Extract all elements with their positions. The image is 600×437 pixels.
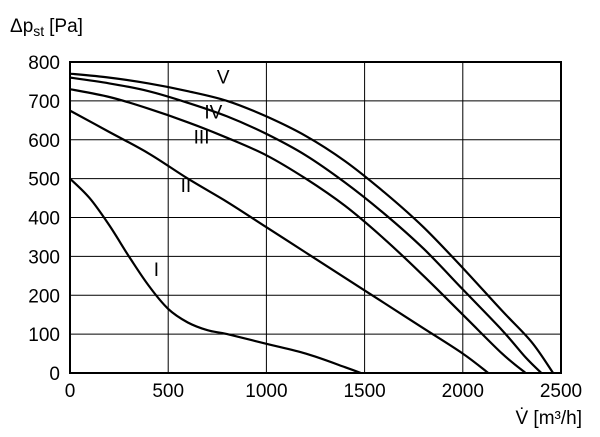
curve-v — [69, 72, 555, 374]
curve-iii — [69, 88, 527, 374]
y-axis-subscript: st — [33, 23, 44, 39]
x-tick-label: 500 — [152, 381, 184, 402]
curve-ii — [69, 109, 489, 374]
y-tick-label: 600 — [28, 131, 60, 152]
y-tick-label: 200 — [28, 286, 60, 307]
y-tick-label: 400 — [28, 209, 60, 230]
curve-label-iii: III — [194, 128, 210, 149]
curve-i — [69, 177, 362, 375]
grid-lines — [69, 61, 562, 374]
y-axis-title: Δpst [Pa] — [10, 16, 83, 39]
y-tick-label: 300 — [28, 247, 60, 268]
x-tick-label: 2500 — [540, 381, 582, 402]
curves — [69, 72, 555, 375]
curve-label-ii: II — [181, 176, 192, 197]
y-tick-label: 800 — [28, 53, 60, 74]
x-tick-label: 2000 — [442, 381, 484, 402]
tick-labels: 0 500 1000 1500 2000 2500 0 100 200 300 400 500 600 7… — [28, 53, 582, 402]
y-tick-label: 500 — [28, 170, 60, 191]
y-axis-unit: [Pa] — [49, 16, 83, 37]
curve-label-i: I — [154, 260, 159, 281]
y-tick-label: 100 — [28, 325, 60, 346]
curve-iv — [69, 76, 543, 374]
y-axis-symbol: Δp — [10, 16, 33, 37]
x-axis-title: V̇ [m³/h] — [515, 408, 582, 429]
x-tick-label: 0 — [65, 381, 76, 402]
plot-frame — [69, 61, 562, 374]
curve-label-iv: IV — [204, 102, 222, 123]
y-tick-label: 700 — [28, 92, 60, 113]
curve-label-v: V — [217, 67, 230, 88]
y-tick-label: 0 — [49, 364, 60, 385]
x-tick-label: 1500 — [343, 381, 385, 402]
x-tick-label: 1000 — [245, 381, 287, 402]
